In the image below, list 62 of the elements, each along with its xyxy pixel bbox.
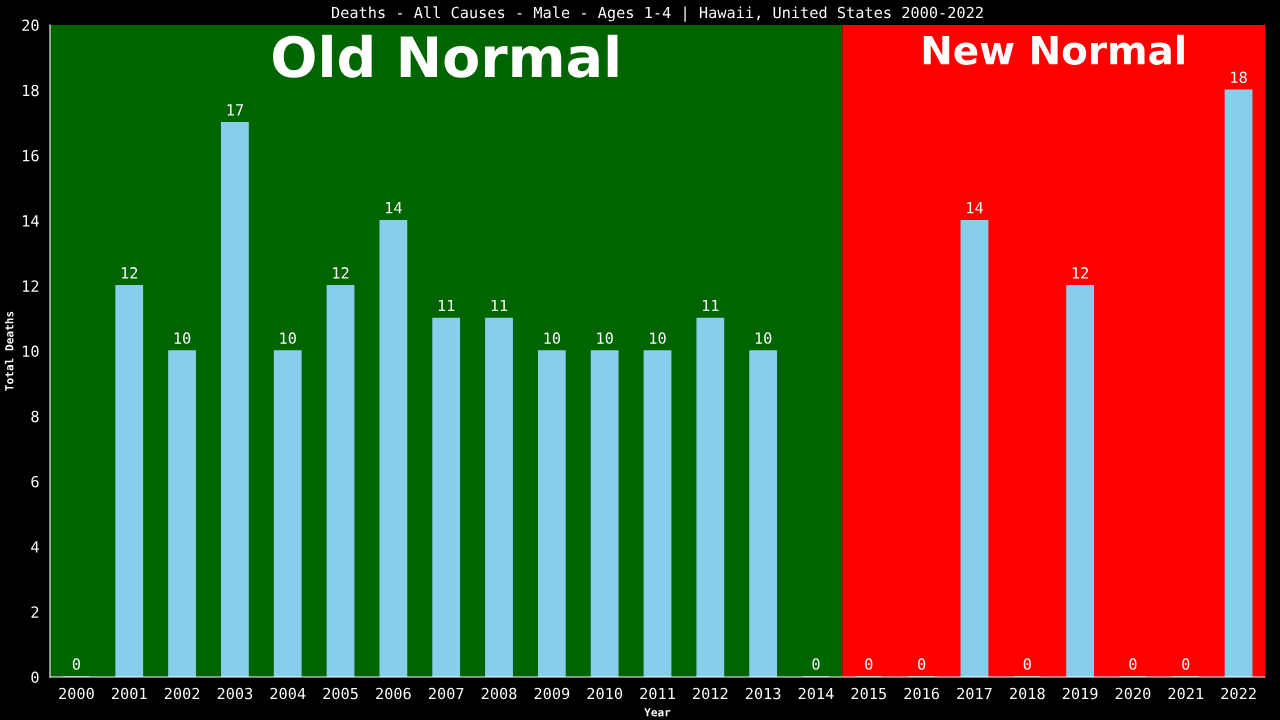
data-label: 11 <box>491 299 508 312</box>
y-tick-label: 2 <box>31 606 39 618</box>
data-label: 10 <box>597 332 613 344</box>
x-tick-label: 2022 <box>1221 687 1256 700</box>
x-tick-label: 2001 <box>111 687 147 700</box>
x-tick-label: 2004 <box>270 687 306 700</box>
x-tick-label: 2002 <box>164 687 200 700</box>
y-tick-label: 14 <box>23 215 39 227</box>
x-tick-label: 2010 <box>587 687 623 700</box>
x-tick-label: 2008 <box>481 687 517 700</box>
x-tick-label: 2019 <box>1062 687 1098 700</box>
data-label: 11 <box>438 299 455 312</box>
x-tick-label: 2020 <box>1115 687 1151 700</box>
data-label: 11 <box>702 299 719 312</box>
data-label: 10 <box>755 332 772 344</box>
data-label: 14 <box>967 202 983 214</box>
x-tick-label: 2014 <box>798 687 834 700</box>
x-tick-label: 2000 <box>59 687 94 700</box>
x-tick-label: 2006 <box>376 687 411 700</box>
y-tick-label: 20 <box>22 19 39 32</box>
data-label: 0 <box>1182 658 1190 670</box>
y-tick-label: 6 <box>31 475 39 488</box>
x-tick-label: 2015 <box>851 687 886 700</box>
band-label: Old Normal <box>273 34 618 78</box>
data-label: 12 <box>1072 267 1089 279</box>
x-tick-label: 2016 <box>904 687 940 700</box>
x-tick-label: 2012 <box>693 687 728 700</box>
data-label: 0 <box>72 658 81 670</box>
data-label: 10 <box>174 332 191 344</box>
y-tick-label: 12 <box>23 280 39 292</box>
data-label: 0 <box>812 658 820 670</box>
data-label: 0 <box>918 658 926 670</box>
y-tick-label: 0 <box>31 671 39 684</box>
x-tick-label: 2011 <box>640 687 675 700</box>
data-label: 0 <box>1129 658 1137 670</box>
x-tick-label: 2017 <box>957 687 992 700</box>
data-label: 10 <box>280 332 296 344</box>
y-tick-label: 18 <box>23 84 39 97</box>
data-label: 12 <box>121 267 138 279</box>
y-tick-label: 16 <box>23 149 39 162</box>
x-tick-label: 2003 <box>217 687 253 700</box>
band-label: New Normal <box>923 34 1184 65</box>
y-tick-label: 4 <box>31 541 39 553</box>
data-label: 18 <box>1231 71 1247 84</box>
x-tick-label: 2013 <box>745 687 781 700</box>
data-label: 10 <box>650 332 666 344</box>
data-label: 0 <box>1023 658 1031 670</box>
data-label: 12 <box>333 267 349 279</box>
x-tick-label: 2007 <box>428 687 464 700</box>
x-tick-label: 2005 <box>323 687 358 700</box>
chart-title: Deaths - All Causes - Male - Ages 1-4 | Hawaii, United States 2000-2022 <box>332 6 983 22</box>
x-tick-label: 2021 <box>1168 687 1204 700</box>
data-label: 10 <box>544 332 561 344</box>
x-axis-title: Year <box>644 708 671 717</box>
x-tick-label: 2018 <box>1010 687 1045 700</box>
x-tick-label: 2009 <box>534 687 570 700</box>
data-label: 14 <box>386 202 402 214</box>
data-label: 17 <box>227 104 243 116</box>
data-label: 0 <box>865 658 873 670</box>
y-tick-label: 8 <box>31 410 39 423</box>
y-axis-title: Total Deaths <box>4 311 14 391</box>
y-tick-label: 10 <box>23 345 39 358</box>
